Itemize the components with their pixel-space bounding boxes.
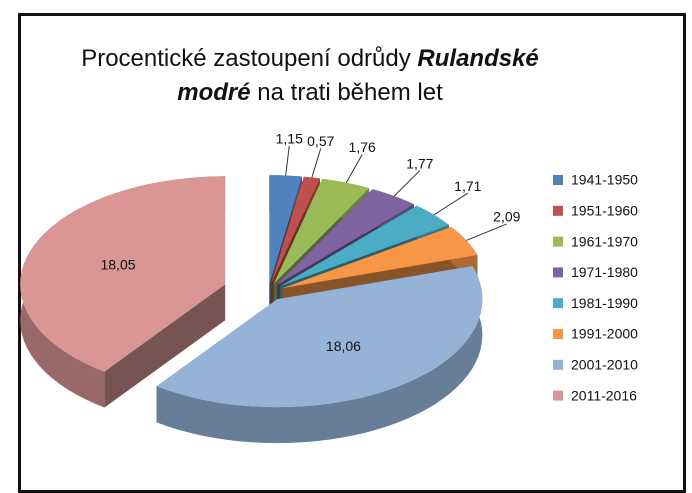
legend-label: 1971-1980 [571, 264, 638, 280]
leader-line [434, 193, 468, 215]
legend-swatch [553, 267, 563, 277]
data-label: 18,05 [100, 257, 135, 273]
legend-swatch [553, 360, 563, 370]
leader-line [346, 155, 362, 183]
legend-swatch [553, 237, 563, 247]
leader-line [394, 171, 420, 197]
legend-label: 1981-1990 [571, 295, 638, 311]
legend-swatch [553, 298, 563, 308]
legend-label: 2001-2010 [571, 357, 638, 373]
legend-label: 2011-2016 [571, 387, 637, 403]
data-label: 18,06 [326, 338, 361, 354]
legend-swatch [553, 391, 563, 401]
leader-line [312, 148, 321, 177]
data-label: 0,57 [307, 133, 334, 149]
data-label: 1,71 [454, 178, 481, 194]
legend-swatch [553, 329, 563, 339]
legend-swatch [553, 206, 563, 216]
data-label: 2,09 [493, 209, 520, 225]
legend-label: 1961-1970 [571, 233, 638, 249]
data-label: 1,76 [349, 139, 376, 155]
data-label: 1,15 [276, 131, 303, 147]
leader-line [286, 146, 290, 176]
leader-line [466, 224, 506, 240]
data-label: 1,77 [406, 155, 433, 171]
legend-label: 1991-2000 [571, 326, 638, 342]
legend-label: 1941-1950 [571, 172, 638, 188]
legend-swatch [553, 175, 563, 185]
legend-label: 1951-1960 [571, 203, 638, 219]
